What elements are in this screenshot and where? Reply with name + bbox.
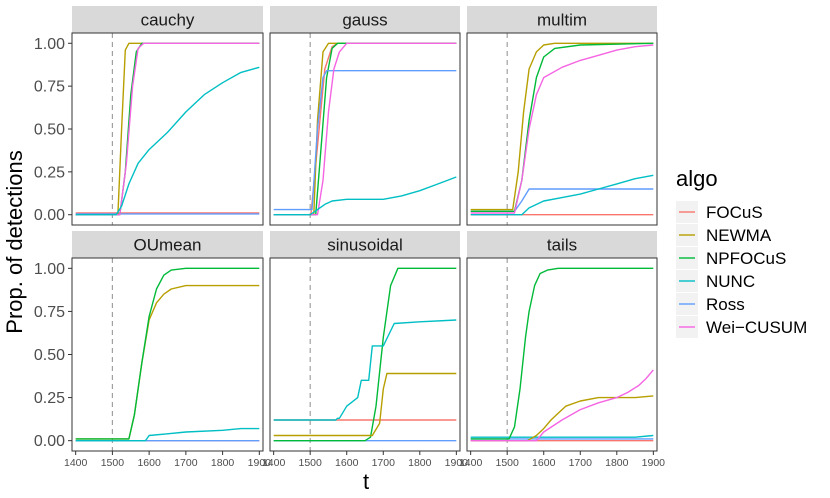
- x-tick-label: 1400: [459, 457, 483, 469]
- series-line-cauchy-weicusum: [75, 42, 260, 216]
- x-tick-label: 1900: [445, 457, 469, 469]
- panel-bg-multim: [467, 33, 657, 225]
- series-line-gauss-nunc: [273, 176, 457, 216]
- series-line-multim-newma: [470, 42, 654, 211]
- x-tick-label: 1700: [372, 457, 396, 469]
- series-line-gauss-ross: [273, 70, 457, 211]
- y-tick-label: 0.75: [34, 304, 65, 321]
- y-axis-title: Prop. of detections: [2, 150, 27, 333]
- panel-bg-oumean: [72, 258, 263, 451]
- series-line-multim-nunc: [470, 174, 654, 216]
- legend-label-focus: FOCuS: [706, 203, 763, 222]
- panel-bg-sinusoidal: [270, 258, 460, 451]
- x-tick-label: 1600: [335, 457, 359, 469]
- facet-strip-gauss: [270, 6, 460, 33]
- facet-strip-sinusoidal: [270, 231, 460, 258]
- facet-title-oumean: OUmean: [133, 236, 201, 255]
- x-tick-label: 1500: [299, 457, 323, 469]
- facet-title-cauchy: cauchy: [141, 11, 195, 30]
- series-line-tails-nunc: [470, 434, 654, 438]
- y-tick-label: 0.50: [34, 122, 65, 139]
- facet-title-multim: multim: [537, 11, 587, 30]
- x-tick-label: 1400: [64, 457, 88, 469]
- legend-label-npfocus: NPFOCuS: [706, 249, 786, 268]
- facet-strip-oumean: [72, 231, 263, 258]
- x-tick-label: 1500: [496, 457, 520, 469]
- legend-label-newma: NEWMA: [706, 226, 772, 245]
- series-line-tails-npfocus: [470, 267, 654, 440]
- x-tick-label: 1500: [101, 457, 125, 469]
- y-tick-label: 0.75: [34, 79, 65, 96]
- series-line-sinusoidal-npfocus: [273, 267, 457, 442]
- series-line-oumean-npfocus: [75, 267, 260, 440]
- y-tick-label: 1.00: [34, 261, 65, 278]
- legend-label-nunc: NUNC: [706, 272, 755, 291]
- x-tick-label: 1400: [262, 457, 286, 469]
- series-line-sinusoidal-newma: [273, 372, 457, 437]
- series-line-tails-newma: [470, 395, 654, 442]
- x-tick-label: 1600: [137, 457, 161, 469]
- y-tick-label: 0.00: [34, 433, 65, 450]
- legend-label-ross: Ross: [706, 295, 745, 314]
- legend-label-weicusum: Wei−CUSUM: [706, 318, 807, 337]
- series-line-sinusoidal-nunc: [273, 319, 457, 421]
- series-line-cauchy-nunc: [75, 66, 260, 216]
- panel-bg-tails: [467, 258, 657, 451]
- panel-border-multim: [466, 32, 658, 226]
- x-tick-label: 1800: [408, 457, 432, 469]
- series-line-tails-weicusum: [470, 369, 654, 442]
- y-tick-label: 0.00: [34, 207, 65, 224]
- x-tick-label: 1800: [211, 457, 235, 469]
- facet-strip-cauchy: [72, 6, 263, 33]
- x-tick-label: 1600: [532, 457, 556, 469]
- series-line-multim-weicusum: [470, 44, 654, 214]
- y-tick-label: 0.25: [34, 390, 65, 407]
- facet-strip-tails: [467, 231, 657, 258]
- x-tick-label: 1700: [569, 457, 593, 469]
- facet-strip-multim: [467, 6, 657, 33]
- x-tick-label: 1700: [174, 457, 198, 469]
- panel-bg-gauss: [270, 33, 460, 225]
- facet-title-sinusoidal: sinusoidal: [327, 236, 403, 255]
- panel-border-sinusoidal: [269, 257, 461, 452]
- x-tick-label: 1900: [248, 457, 272, 469]
- y-tick-label: 1.00: [34, 36, 65, 53]
- series-line-oumean-nunc: [75, 427, 260, 442]
- panel-border-gauss: [269, 32, 461, 226]
- x-tick-label: 1900: [642, 457, 666, 469]
- x-tick-label: 1800: [605, 457, 629, 469]
- y-tick-label: 0.50: [34, 347, 65, 364]
- panel-bg-cauchy: [72, 33, 263, 225]
- panel-border-tails: [466, 257, 658, 452]
- facet-title-gauss: gauss: [342, 11, 387, 30]
- facet-title-tails: tails: [547, 236, 577, 255]
- y-tick-label: 0.25: [34, 164, 65, 181]
- x-axis-title: t: [363, 469, 369, 494]
- legend-title: algo: [676, 166, 718, 191]
